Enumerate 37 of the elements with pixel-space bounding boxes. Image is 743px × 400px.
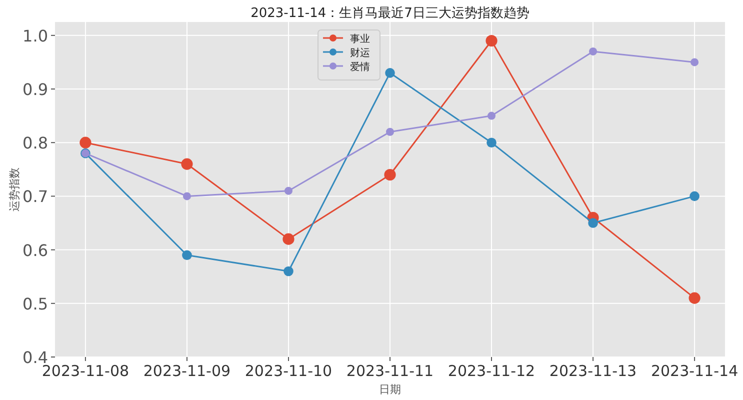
y-tick-label: 0.7 bbox=[22, 187, 48, 206]
x-tick-label: 2023-11-13 bbox=[549, 362, 637, 380]
chart-title: 2023-11-14：生肖马最近7日三大运势指数趋势 bbox=[250, 6, 530, 21]
point bbox=[688, 292, 700, 304]
point bbox=[486, 138, 496, 148]
y-tick-label: 1.0 bbox=[22, 26, 48, 46]
point bbox=[284, 186, 292, 195]
x-tick-label: 2023-11-14 bbox=[650, 362, 738, 380]
point bbox=[386, 128, 394, 136]
point bbox=[182, 250, 192, 260]
point bbox=[284, 266, 294, 276]
legend-label: 事业 bbox=[350, 33, 370, 45]
point bbox=[80, 136, 92, 148]
point bbox=[588, 218, 598, 228]
point bbox=[384, 168, 396, 181]
legend-label: 爱情 bbox=[350, 61, 370, 73]
point bbox=[486, 34, 498, 47]
point bbox=[182, 192, 191, 200]
point bbox=[385, 68, 395, 78]
point bbox=[589, 47, 598, 56]
point bbox=[181, 158, 193, 170]
x-tick-label: 2023-11-12 bbox=[448, 362, 536, 380]
x-tick-label: 2023-11-11 bbox=[346, 362, 434, 380]
y-tick-label: 0.5 bbox=[22, 294, 48, 314]
x-tick-label: 2023-11-10 bbox=[244, 362, 332, 380]
legend-label: 财运 bbox=[350, 47, 370, 59]
point bbox=[690, 191, 700, 202]
point bbox=[690, 58, 699, 66]
x-axis-title: 日期 bbox=[379, 383, 401, 396]
y-tick-label: 0.6 bbox=[22, 240, 48, 260]
y-tick-label: 0.9 bbox=[22, 80, 48, 99]
y-axis-title: 运势指数 bbox=[8, 168, 21, 212]
point bbox=[282, 233, 294, 245]
x-tick-label: 2023-11-08 bbox=[42, 362, 130, 380]
y-tick-label: 0.8 bbox=[22, 134, 48, 153]
point bbox=[488, 112, 496, 120]
x-tick-label: 2023-11-09 bbox=[143, 362, 231, 380]
